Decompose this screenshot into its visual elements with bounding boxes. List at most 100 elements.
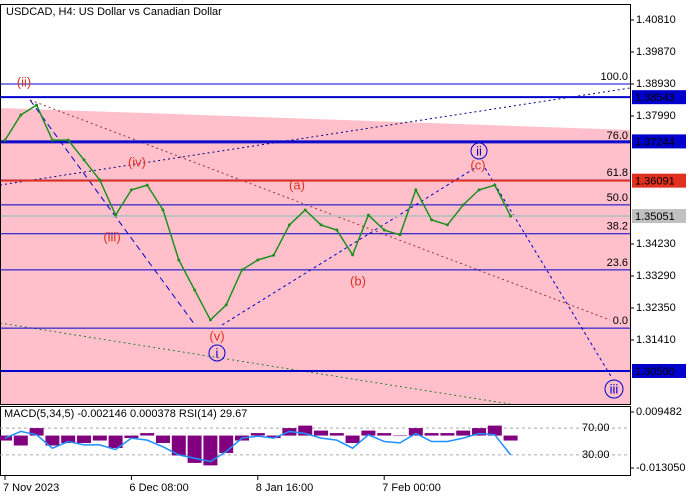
price-point [19,113,23,117]
x-tick-label: 6 Dec 08:00 [129,482,188,494]
macd-bar [377,433,392,436]
macd-bar [108,435,123,448]
wave-label: (iv) [128,154,146,169]
macd-bar [219,435,234,453]
price-point [177,258,181,262]
macd-bar [393,435,407,437]
price-point [303,208,307,212]
macd-bar [29,428,44,436]
price-point [509,214,513,218]
macd-bar [361,430,376,436]
price-point [461,203,465,207]
macd-bar [329,433,344,436]
trend-line [0,87,631,186]
macd-bar [345,435,360,444]
macd-bar [250,433,265,436]
macd-bar [92,435,107,441]
wave-line [221,167,476,326]
indicator-title: MACD(5,34,5) -0.002146 0.000378 RSI(14) … [4,408,247,420]
price-tag-label: 1.35051 [635,211,675,223]
y-tick-label: 1.39870 [636,46,676,58]
y2-tick-label: 30.00 [582,449,610,461]
rsi-line [4,430,512,463]
macd-bar [298,425,313,436]
price-point [161,208,165,212]
price-point [66,138,70,142]
y-tick-label: 1.32350 [636,302,676,314]
macd-bar [487,425,502,436]
macd-bar [61,435,76,444]
wave-circle [208,344,226,362]
y-tick-label: 1.40810 [636,14,676,26]
y-tick-label: 0.009482 [636,406,682,418]
price-point [193,288,197,292]
fib-label: 50.0 [607,192,628,204]
fib-label: 61.8 [607,167,628,179]
macd-bar [472,428,486,436]
x-tick-label: 7 Feb 00:00 [382,482,441,494]
price-point [98,178,102,182]
fib-label: 38.2 [607,221,628,233]
wave-line [484,167,613,379]
price-point [35,103,39,107]
y-tick-label: 1.37990 [636,110,676,122]
price-point [477,188,481,192]
price-point [240,268,244,272]
price-tag-label: 1.36091 [635,176,675,188]
macd-bar [140,433,155,436]
macd-bar [124,435,139,439]
price-tag [632,90,686,105]
wave-circle [604,379,624,399]
price-point [335,228,339,232]
wave-circle [470,142,488,160]
fib-label: 100.0 [600,71,628,83]
wave-label: (v) [209,328,224,343]
y-tick-label: 1.38930 [636,78,676,90]
macd-bar [13,435,28,446]
price-point [366,213,370,217]
fib-label: 0.0 [613,315,628,327]
price-point [445,223,449,227]
price-point [493,183,497,187]
macd-bar [424,433,439,436]
wave-label: (ii) [17,74,31,89]
price-tag-label: 1.37244 [635,136,675,148]
macd-bar [77,435,91,444]
y-tick-label: -0.013050 [636,462,686,474]
macd-bar [503,435,518,441]
macd-bar [408,428,423,436]
y2-tick-label: 70.00 [582,422,610,434]
price-point [272,253,276,257]
y-tick-label: 1.31410 [636,334,676,346]
price-tag [632,363,686,378]
price-point [50,138,54,142]
price-tag-label: 1.38543 [635,92,675,104]
trend-line [0,322,511,405]
x-tick-label: 8 Jan 16:00 [256,482,313,494]
wave-label: (iii) [103,229,120,244]
price-point [114,213,118,217]
pink-zone [0,108,630,404]
price-point [129,188,133,192]
price-tag [632,173,686,188]
price-tag [632,134,686,149]
price-point [430,218,434,222]
wave-label: (c) [470,157,485,172]
price-point [82,158,86,162]
price-point [398,233,402,237]
wave-label: ii [476,143,482,158]
macd-bar [266,435,281,439]
price-point [414,188,418,192]
price-point [287,223,291,227]
price-point [319,223,323,227]
wave-line [29,99,196,326]
macd-bar [314,430,328,436]
chart-title: USDCAD, H4: US Dollar vs Canadian Dollar [6,6,222,18]
price-point [224,303,228,307]
levels [0,83,630,372]
macd-bar [456,430,471,436]
y-tick-label: 1.34230 [636,238,676,250]
price-point [208,318,212,322]
